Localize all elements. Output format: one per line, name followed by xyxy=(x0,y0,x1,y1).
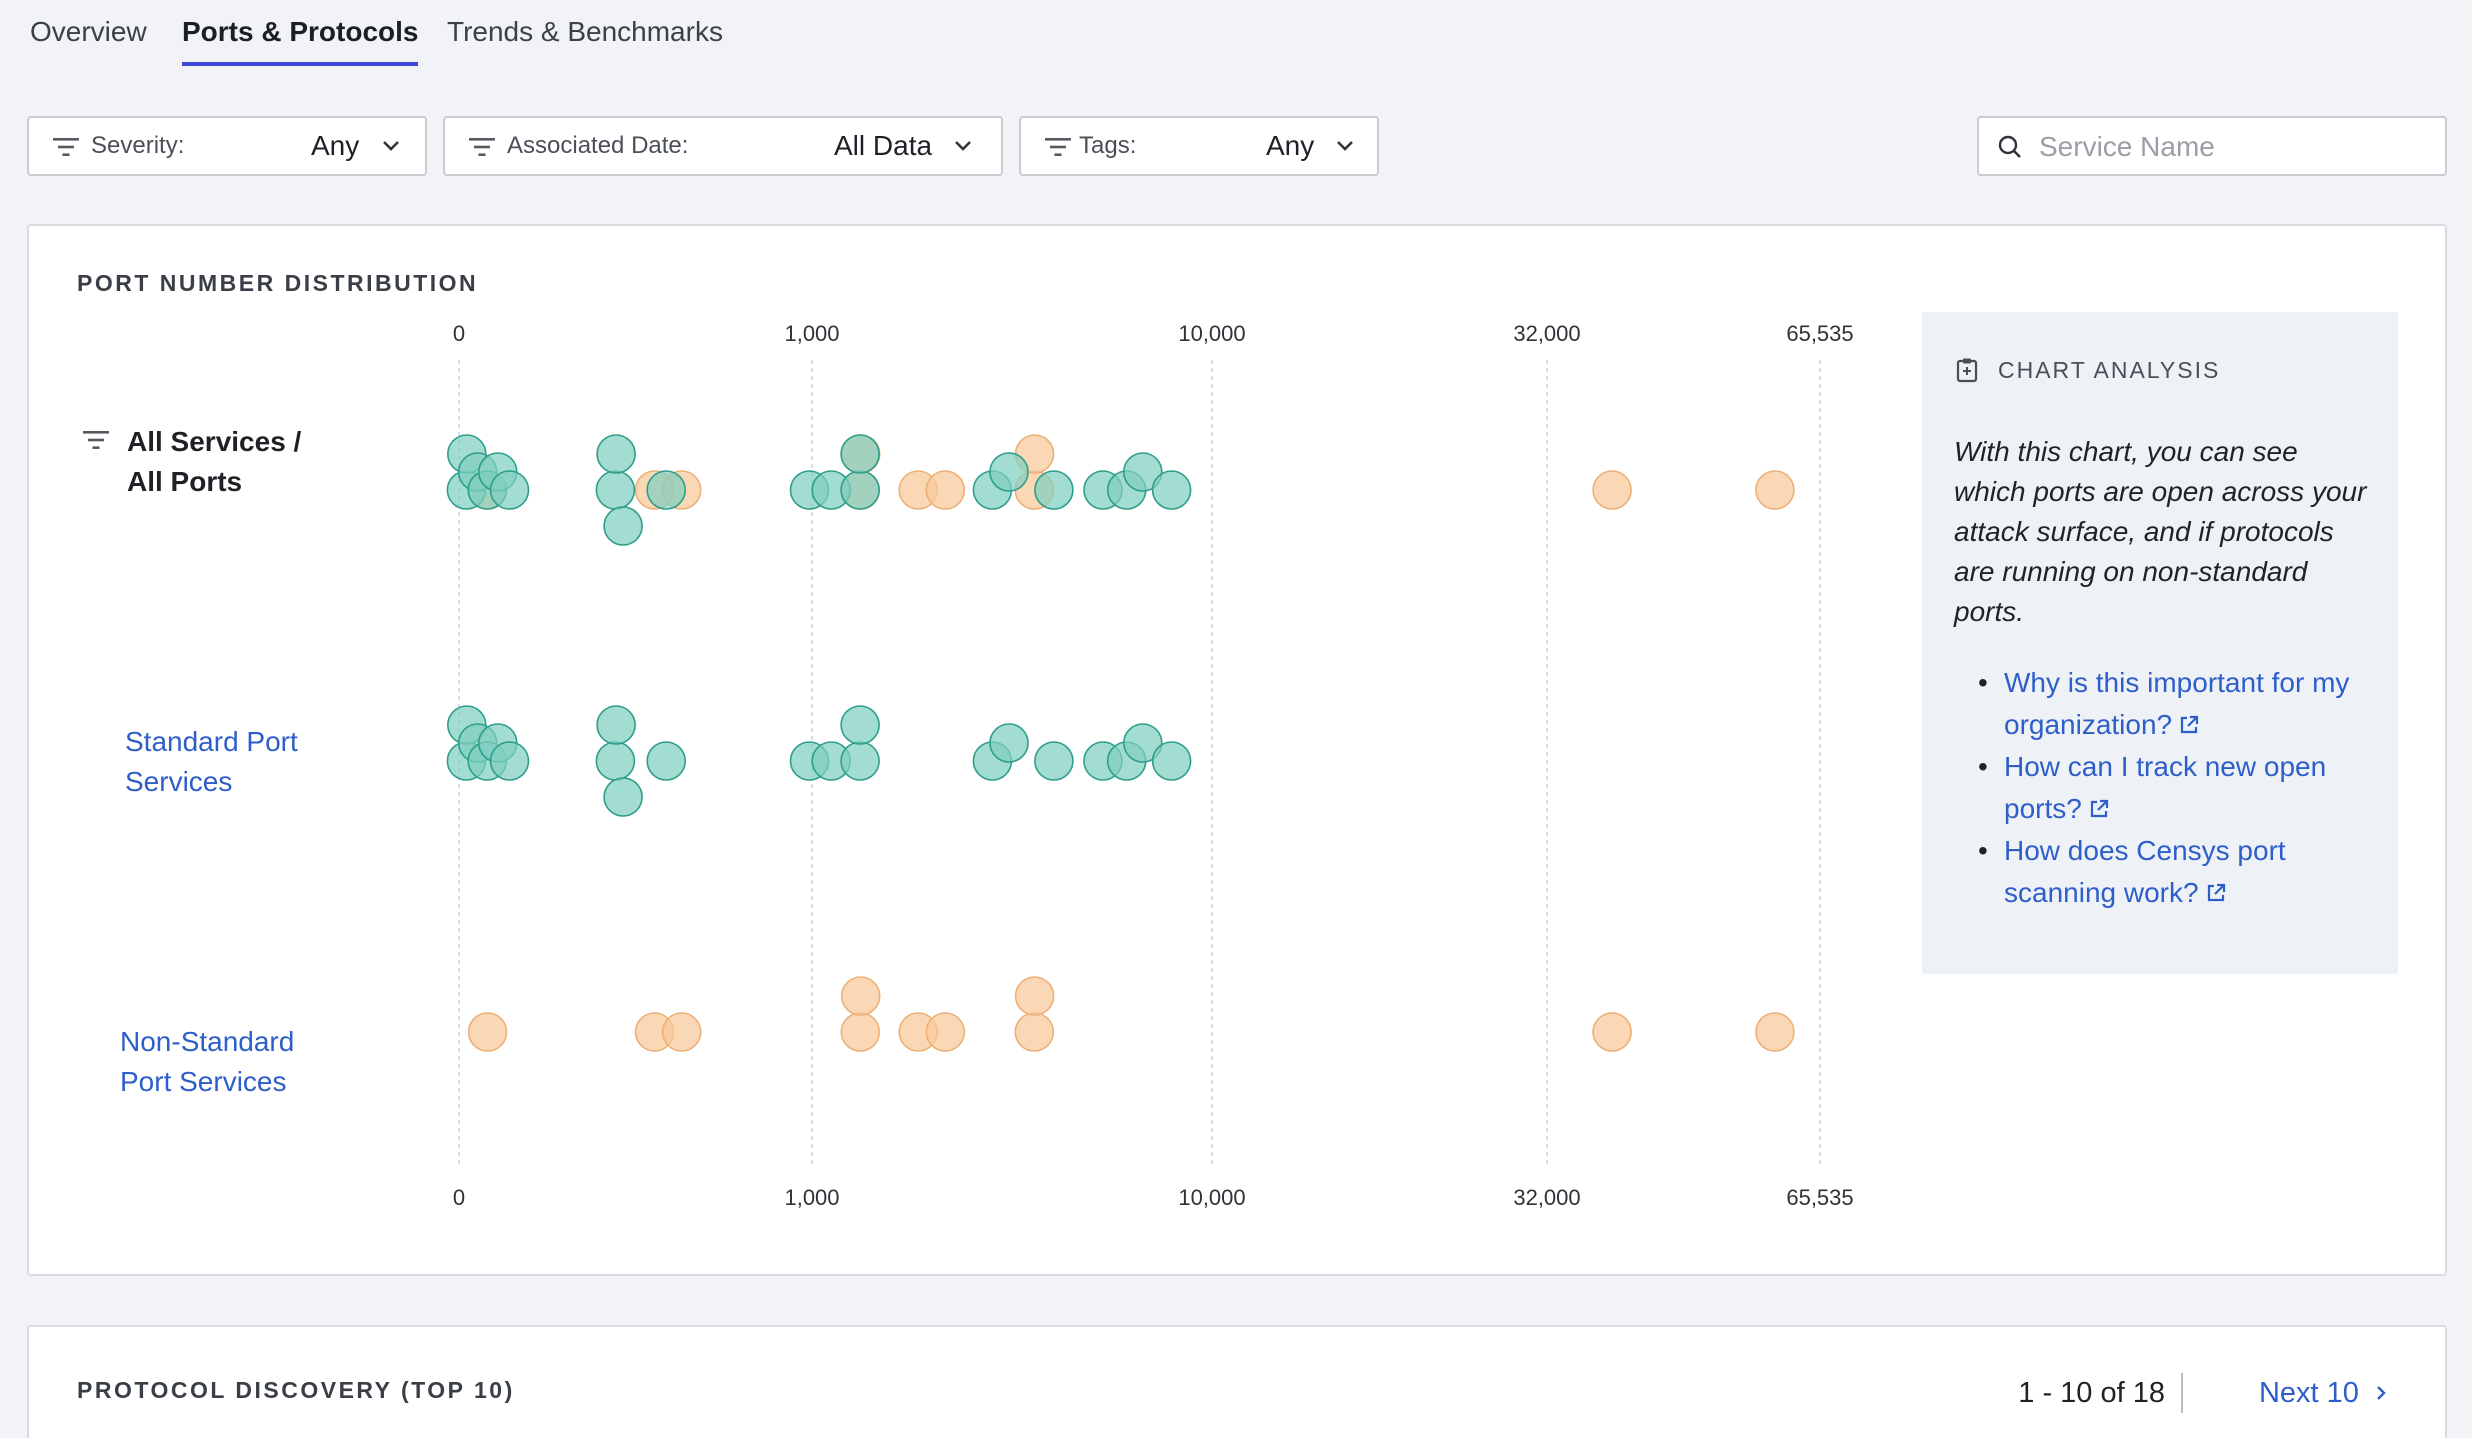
chart-analysis-panel: CHART ANALYSIS With this chart, you can … xyxy=(1922,312,2398,974)
external-link-icon xyxy=(2181,715,2199,734)
tab-trends-benchmarks[interactable]: Trends & Benchmarks xyxy=(447,16,723,47)
pagination-divider xyxy=(2181,1373,2183,1413)
list-item: How does Censys port scanning work? xyxy=(1978,830,2380,914)
x-tick-label: 32,000 xyxy=(1513,321,1580,346)
x-tick-label: 10,000 xyxy=(1178,1185,1245,1210)
x-tick-label: 0 xyxy=(453,321,465,346)
port-distribution-card: PORT NUMBER DISTRIBUTION 0 1,000 10,000 32,… xyxy=(27,224,2447,1276)
port-dot-standard[interactable] xyxy=(595,741,636,781)
filter-icon xyxy=(1045,138,1071,156)
x-tick-label: 1,000 xyxy=(784,1185,839,1210)
chevron-down-icon xyxy=(955,141,971,151)
tags-label: Tags: xyxy=(1079,132,1137,159)
port-dot-standard[interactable] xyxy=(840,705,880,745)
port-dot-standard[interactable] xyxy=(1034,470,1074,510)
row-label-all-services: All Services / All Ports xyxy=(127,426,302,497)
port-dot-standard[interactable] xyxy=(1151,470,1192,510)
search-icon xyxy=(1998,135,2021,158)
x-tick-label: 32,000 xyxy=(1513,1185,1580,1210)
port-dot-standard[interactable] xyxy=(1123,723,1163,763)
port-dot-nonstandard[interactable] xyxy=(925,470,966,510)
port-dot-standard[interactable] xyxy=(840,741,880,781)
port-dot-standard[interactable] xyxy=(989,452,1029,492)
external-link-icon xyxy=(2207,883,2225,902)
next-page-button[interactable]: Next 10 xyxy=(2259,1377,2389,1410)
port-dot-standard[interactable] xyxy=(840,470,880,510)
port-dot-standard[interactable] xyxy=(596,434,636,474)
chevron-down-icon xyxy=(1337,141,1353,151)
severity-label: Severity: xyxy=(91,132,185,159)
tags-value: Any xyxy=(1266,130,1315,161)
chevron-right-icon xyxy=(2377,1386,2386,1400)
clipboard-icon xyxy=(1956,358,1978,383)
card-title: PORT NUMBER DISTRIBUTION xyxy=(77,270,479,296)
port-dot-standard[interactable] xyxy=(1151,741,1192,781)
port-dot-nonstandard[interactable] xyxy=(1014,976,1055,1016)
port-dot-standard[interactable] xyxy=(1034,741,1074,781)
port-dot-standard[interactable] xyxy=(646,741,687,781)
link-censys-port-scanning[interactable]: How does Censys port scanning work? xyxy=(2004,835,2286,908)
port-dot-standard[interactable] xyxy=(489,741,530,781)
row-link-non-standard-port-services[interactable]: Non-Standard Port Services xyxy=(120,1026,295,1097)
port-dot-standard[interactable] xyxy=(603,506,643,546)
port-dot-nonstandard[interactable] xyxy=(840,1012,881,1052)
port-dot-nonstandard[interactable] xyxy=(1755,1012,1795,1052)
port-distribution-chart: 0 1,000 10,000 32,000 65,535 0 1,000 10,000 32,… xyxy=(446,321,1854,1210)
analysis-link-list: Why is this important for my organizatio… xyxy=(1978,662,2380,914)
tab-overview[interactable]: Overview xyxy=(30,16,147,47)
tags-filter[interactable]: Tags: Any xyxy=(1019,116,1379,176)
port-dot-standard[interactable] xyxy=(840,434,880,474)
tab-bar: Overview Ports & Protocols Trends & Benc… xyxy=(0,0,2472,70)
port-dot-standard[interactable] xyxy=(603,777,643,817)
service-name-search[interactable] xyxy=(1977,116,2447,176)
chart-analysis-text: With this chart, you can see which ports… xyxy=(1954,436,2367,627)
port-dot-standard[interactable] xyxy=(489,470,530,510)
port-dot-nonstandard[interactable] xyxy=(467,1012,508,1052)
severity-filter[interactable]: Severity: Any xyxy=(27,116,427,176)
port-dot-standard[interactable] xyxy=(646,470,687,510)
card-title: PROTOCOL DISCOVERY (TOP 10) xyxy=(77,1377,515,1403)
port-dot-nonstandard[interactable] xyxy=(1592,470,1632,510)
list-item: How can I track new open ports? xyxy=(1978,746,2380,830)
link-why-important[interactable]: Why is this important for my organizatio… xyxy=(2004,667,2350,740)
chevron-down-icon xyxy=(383,141,399,151)
chart-analysis-heading: CHART ANALYSIS xyxy=(1998,357,2221,383)
port-dot-nonstandard[interactable] xyxy=(1592,1012,1632,1052)
port-dot-nonstandard[interactable] xyxy=(840,976,881,1016)
filter-icon xyxy=(53,138,79,156)
search-input[interactable] xyxy=(2039,126,2429,168)
x-tick-label: 1,000 xyxy=(784,321,839,346)
port-dot-nonstandard[interactable] xyxy=(1014,1012,1055,1052)
port-dot-standard[interactable] xyxy=(989,723,1029,763)
list-item: Why is this important for my organizatio… xyxy=(1978,662,2380,746)
link-track-new-ports[interactable]: How can I track new open ports? xyxy=(2004,751,2327,824)
port-dot-standard[interactable] xyxy=(596,705,636,745)
port-dot-nonstandard[interactable] xyxy=(1755,470,1795,510)
associated-date-value: All Data xyxy=(834,130,933,161)
x-tick-label: 0 xyxy=(453,1185,465,1210)
filter-icon xyxy=(469,138,495,156)
x-tick-label: 65,535 xyxy=(1786,1185,1853,1210)
x-tick-label: 10,000 xyxy=(1178,321,1245,346)
associated-date-filter[interactable]: Associated Date: All Data xyxy=(443,116,1003,176)
port-dot-nonstandard[interactable] xyxy=(925,1012,966,1052)
filter-icon[interactable] xyxy=(83,430,109,450)
pagination-range: 1 - 10 of 18 xyxy=(2018,1377,2165,1409)
port-dot-standard[interactable] xyxy=(595,470,636,510)
severity-value: Any xyxy=(311,130,360,161)
row-link-standard-port-services[interactable]: Standard Port Services xyxy=(125,726,298,797)
x-tick-label: 65,535 xyxy=(1786,321,1853,346)
port-dot-nonstandard[interactable] xyxy=(661,1012,702,1052)
external-link-icon xyxy=(2090,799,2108,818)
tab-ports-protocols[interactable]: Ports & Protocols xyxy=(182,14,419,66)
protocol-discovery-card: PROTOCOL DISCOVERY (TOP 10) 1 - 10 of 18… xyxy=(27,1325,2447,1438)
associated-date-label: Associated Date: xyxy=(507,132,689,159)
port-dot-standard[interactable] xyxy=(1123,452,1163,492)
